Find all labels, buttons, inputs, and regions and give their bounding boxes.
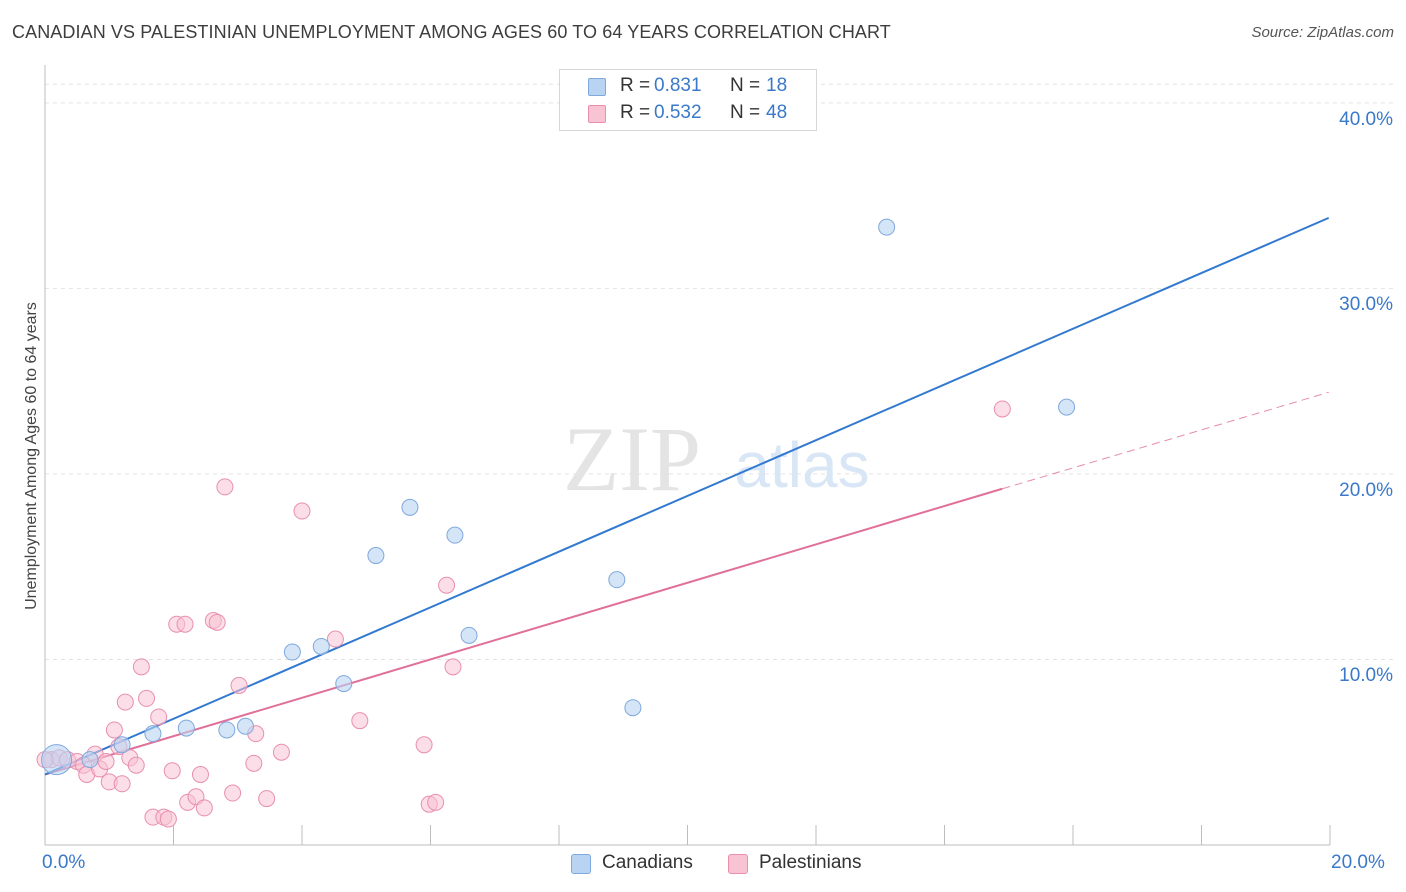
palestinians-point — [438, 576, 456, 594]
r-value-palestinians: 0.532 — [654, 102, 702, 123]
palestinians-point — [97, 753, 115, 771]
palestinians-point — [150, 708, 168, 726]
canadians-point — [113, 736, 131, 754]
palestinians-point — [113, 775, 131, 793]
r-label: R = — [620, 75, 651, 96]
r-value-canadians: 0.831 — [654, 75, 702, 96]
palestinians-point — [224, 784, 242, 802]
n-label: N = — [730, 102, 761, 123]
canadians-point — [446, 526, 464, 544]
canadians-point — [177, 719, 195, 737]
canadians-swatch — [588, 78, 606, 96]
palestinians-point — [427, 793, 445, 811]
palestinians-point — [127, 756, 145, 774]
canadians-point — [283, 643, 301, 661]
palestinians-point — [415, 736, 433, 754]
palestinians-point — [258, 790, 276, 808]
n-label: N = — [730, 75, 761, 96]
canadians-point — [335, 675, 353, 693]
palestinians-point — [105, 721, 123, 739]
trend-lines — [44, 216, 1330, 776]
palestinians-point — [272, 743, 290, 761]
palestinians-point — [138, 689, 156, 707]
palestinians-point — [191, 765, 209, 783]
canadians-point — [41, 744, 73, 776]
palestinians-point — [116, 693, 134, 711]
correlation-legend: R = 0.831 N = 18 R = 0.532 N = 48 — [559, 69, 817, 131]
n-value-canadians: 18 — [766, 75, 788, 96]
palestinians-point — [132, 658, 150, 676]
watermark: ZIP atlas — [563, 408, 870, 510]
canadians-point — [624, 699, 642, 717]
canadians-point — [1058, 398, 1076, 416]
palestinians-point — [216, 478, 234, 496]
watermark-zip: ZIP — [563, 408, 701, 510]
palestinians-point — [176, 615, 194, 633]
canadians-point — [367, 547, 385, 565]
canadians-legend-label: Canadians — [602, 852, 693, 873]
palestinians-points — [36, 400, 1011, 828]
palestinians-swatch — [588, 105, 606, 123]
canadians-point — [218, 721, 236, 739]
axes — [44, 65, 1331, 846]
r-label: R = — [620, 102, 651, 123]
canadians-point — [312, 637, 330, 655]
canadians-point — [236, 717, 254, 735]
canadians-points — [41, 218, 1076, 776]
palestinians-legend-label: Palestinians — [759, 852, 862, 873]
y-tick-label: 10.0% — [1339, 665, 1393, 687]
y-tick-label: 40.0% — [1339, 108, 1393, 130]
palestinians-point — [208, 613, 226, 631]
palestinians-point — [159, 810, 177, 828]
palestinians-point — [230, 676, 248, 694]
canadians-point — [401, 498, 419, 516]
canadians-point — [81, 751, 99, 769]
palestinians-point — [993, 400, 1011, 418]
y-axis-label: Unemployment Among Ages 60 to 64 years — [23, 302, 40, 610]
canadians-legend-swatch — [571, 854, 591, 874]
palestinians-point — [444, 658, 462, 676]
canadians-point — [460, 626, 478, 644]
x-tick-label-max: 20.0% — [1331, 852, 1385, 873]
n-value-palestinians: 48 — [766, 102, 788, 123]
y-tick-label: 30.0% — [1339, 294, 1393, 316]
palestinians-legend-swatch — [728, 854, 748, 874]
palestinians-point — [326, 630, 344, 648]
canadians-point — [144, 725, 162, 743]
palestinians-point — [163, 762, 181, 780]
palestinians-point — [351, 712, 369, 730]
palestinians-point — [195, 799, 213, 817]
x-tick-label-min: 0.0% — [42, 852, 86, 873]
palestinians-point — [293, 502, 311, 520]
palestinians-trend-extension — [1002, 391, 1329, 490]
palestinians-point — [245, 754, 263, 772]
source-credit: Source: ZipAtlas.com — [1251, 24, 1394, 41]
chart-title: CANADIAN VS PALESTINIAN UNEMPLOYMENT AMO… — [12, 22, 891, 42]
watermark-atlas: atlas — [734, 429, 869, 501]
canadians-point — [878, 218, 896, 236]
canadians-trend-line — [44, 216, 1330, 776]
y-tick-label: 20.0% — [1339, 479, 1393, 501]
palestinians-trend-line — [44, 487, 1003, 776]
canadians-point — [608, 571, 626, 589]
